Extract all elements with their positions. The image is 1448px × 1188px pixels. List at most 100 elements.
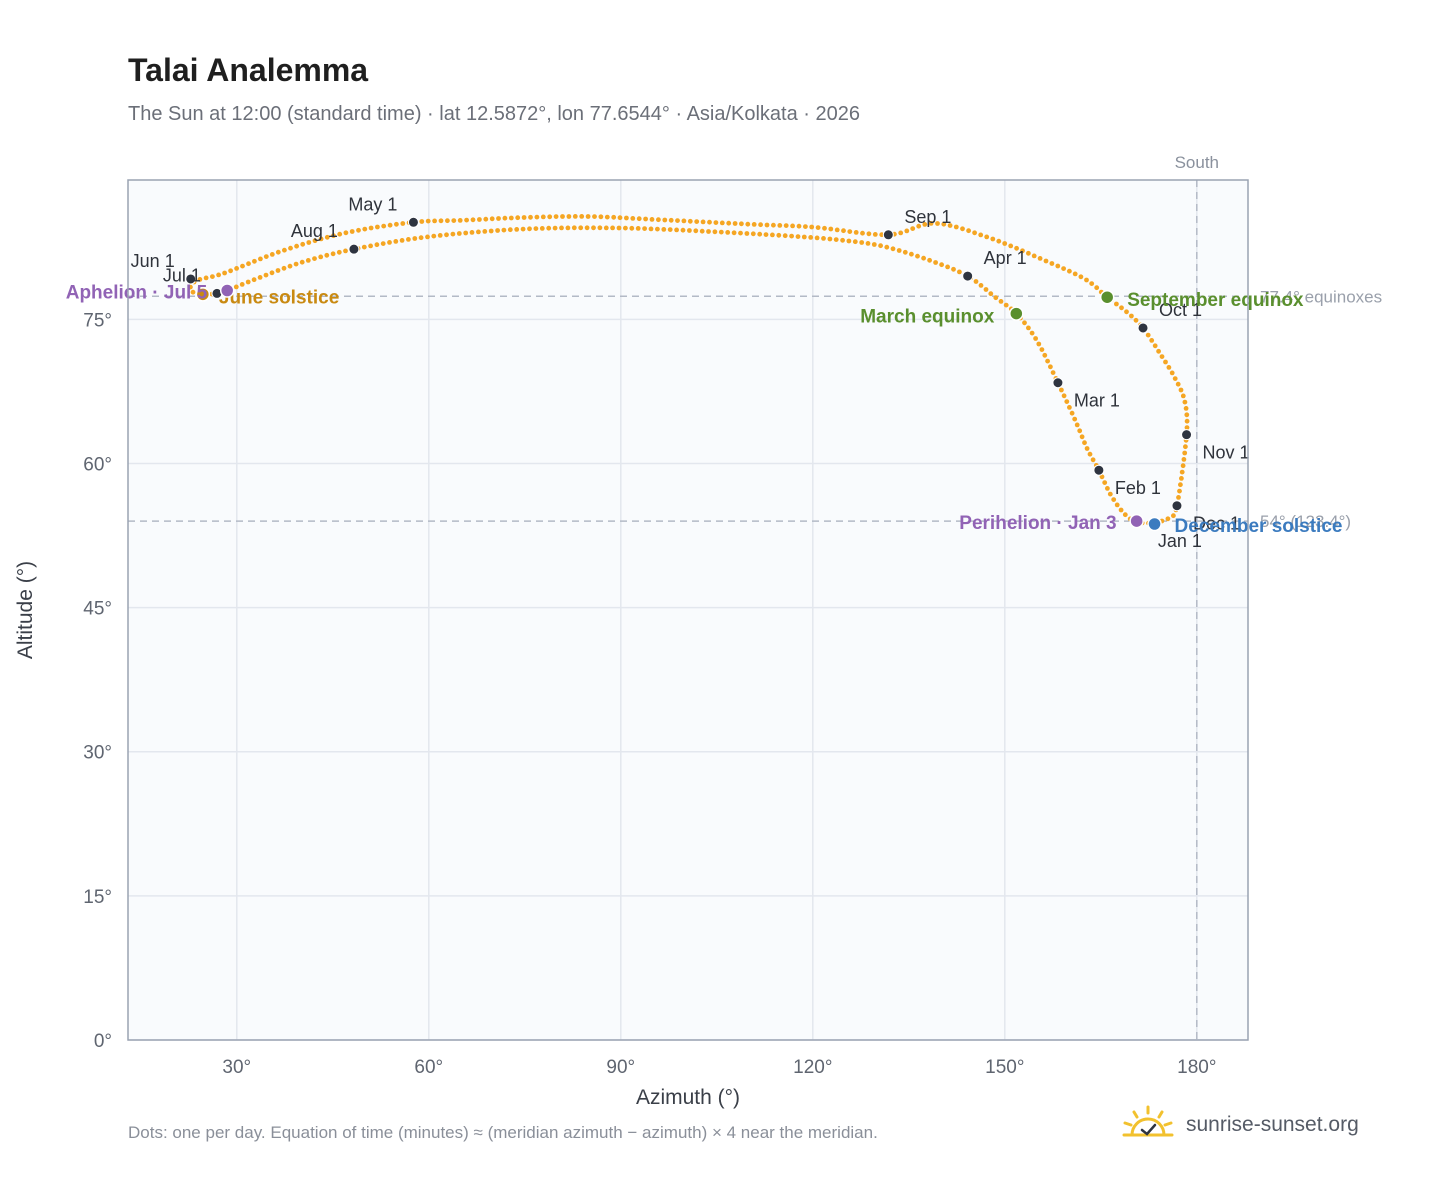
daily-dot	[866, 231, 872, 237]
daily-dot	[381, 223, 387, 229]
x-tick-label: 180°	[1177, 1057, 1216, 1078]
daily-dot	[789, 233, 794, 239]
daily-dot	[828, 226, 834, 232]
daily-dot	[921, 255, 926, 261]
y-tick-label: 60°	[83, 454, 112, 475]
daily-dot	[1074, 422, 1080, 428]
daily-dot	[1078, 274, 1084, 280]
daily-dot	[1163, 359, 1168, 365]
daily-dot	[1179, 476, 1184, 481]
daily-dot	[739, 221, 744, 227]
month-label: Mar 1	[1074, 391, 1120, 411]
event-marker	[219, 283, 235, 298]
chart-title: Talai Analemma	[128, 52, 369, 88]
daily-dot	[847, 229, 853, 235]
daily-dot	[552, 225, 558, 231]
daily-dot	[642, 226, 647, 232]
daily-dot	[872, 232, 878, 237]
footnote: Dots: one per day. Equation of time (min…	[128, 1123, 878, 1142]
event-label: Perihelion · Jan 3	[959, 513, 1116, 534]
daily-dot	[902, 249, 908, 255]
daily-dot	[617, 215, 623, 221]
daily-dot	[996, 238, 1002, 244]
daily-dot	[783, 223, 789, 229]
daily-dot	[1002, 241, 1008, 246]
daily-dot	[927, 257, 932, 263]
daily-dot	[203, 275, 209, 281]
brand-name: sunrise-sunset.org	[1186, 1113, 1359, 1136]
daily-dot	[288, 245, 293, 251]
daily-dot	[1036, 341, 1042, 347]
daily-dot	[860, 230, 865, 236]
daily-dot	[1176, 495, 1181, 500]
daily-dot	[1178, 482, 1183, 488]
daily-dot	[387, 240, 392, 245]
daily-dot	[331, 233, 336, 239]
daily-dot	[380, 241, 386, 247]
daily-dot	[840, 237, 845, 243]
daily-dot	[507, 227, 513, 233]
daily-dot	[252, 258, 257, 264]
daily-dot	[394, 221, 399, 227]
daily-dot	[939, 262, 944, 268]
daily-dot	[687, 228, 692, 233]
daily-dot	[1111, 497, 1117, 502]
daily-dot	[527, 226, 532, 232]
altitude-reference-label: 77.4° equinoxes	[1260, 287, 1382, 306]
daily-dot	[1089, 281, 1095, 286]
daily-dot	[1102, 480, 1108, 485]
month-marker	[185, 273, 197, 285]
daily-dot	[878, 243, 883, 249]
daily-dot	[546, 225, 552, 231]
daily-dot	[680, 227, 686, 233]
daily-dot	[1156, 348, 1161, 354]
daily-dot	[515, 215, 521, 221]
daily-dot	[834, 227, 840, 233]
daily-dot	[269, 270, 275, 276]
daily-dot	[579, 214, 585, 219]
daily-dot	[751, 222, 757, 227]
daily-dot	[257, 275, 263, 280]
daily-dot	[336, 249, 342, 255]
daily-dot	[374, 242, 380, 248]
daily-dot	[578, 225, 584, 231]
daily-dot	[1061, 266, 1066, 271]
daily-dot	[1152, 343, 1158, 349]
daily-dot	[1072, 271, 1078, 277]
daily-dot	[356, 227, 361, 233]
daily-dot	[978, 232, 984, 238]
daily-dot	[197, 277, 203, 282]
daily-dot	[635, 226, 641, 231]
daily-dot	[188, 284, 193, 290]
daily-dot	[945, 264, 950, 270]
brand-logo[interactable]: sunrise-sunset.org	[1120, 1100, 1359, 1150]
daily-dot	[547, 214, 553, 220]
month-label: Sep 1	[904, 207, 951, 227]
daily-dot	[951, 266, 956, 272]
daily-dot	[343, 248, 348, 254]
daily-dot	[681, 218, 687, 224]
daily-dot	[566, 214, 572, 219]
daily-dot	[431, 233, 437, 239]
daily-dot	[879, 232, 885, 238]
daily-dot	[572, 214, 578, 219]
daily-dot	[246, 261, 251, 267]
daily-dot	[469, 230, 475, 235]
daily-dot	[904, 228, 910, 234]
daily-dot	[337, 231, 343, 237]
daily-dot	[731, 230, 737, 236]
daily-dot	[318, 254, 324, 260]
daily-dot	[343, 230, 349, 236]
daily-dot	[240, 263, 245, 269]
event-label: June solstice	[219, 287, 339, 308]
daily-dot	[1045, 358, 1050, 364]
daily-dot	[972, 230, 977, 236]
daily-dot	[1022, 320, 1027, 326]
daily-dot	[916, 223, 922, 229]
daily-dot	[585, 214, 591, 219]
daily-dot	[801, 234, 807, 240]
daily-dot	[456, 231, 462, 236]
daily-dot	[559, 225, 564, 231]
daily-dot	[425, 218, 431, 224]
month-label: Oct 1	[1159, 300, 1202, 320]
